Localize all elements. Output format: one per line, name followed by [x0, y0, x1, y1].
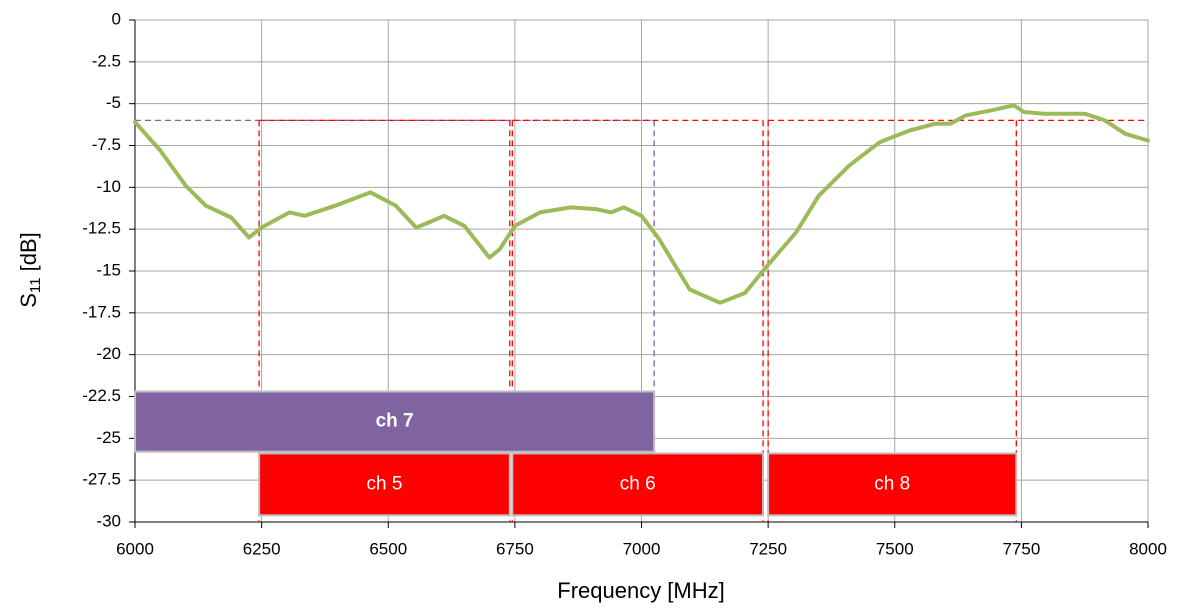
channel-band [511, 452, 765, 517]
y-tick-label: -2.5 [92, 51, 121, 70]
x-tick-label: 6750 [496, 539, 534, 558]
x-tick-label: 6000 [116, 539, 154, 558]
channel-label: ch 7 [376, 411, 414, 432]
x-tick-label: 8000 [1129, 539, 1167, 558]
y-tick-label: -5 [106, 93, 121, 112]
y-axis-title: S11 [dB] [16, 232, 44, 308]
y-tick-label: -30 [96, 511, 121, 530]
y-tick-label: -20 [96, 344, 121, 363]
channel-band [258, 452, 511, 517]
channel-label: ch 6 [620, 473, 656, 494]
y-tick-label: -22.5 [82, 386, 121, 405]
x-tick-label: 6500 [369, 539, 407, 558]
y-title-subscript: 11 [27, 277, 44, 293]
data-line [133, 103, 1150, 305]
y-tick-label: -10 [96, 177, 121, 196]
x-tick-label: 7750 [1002, 539, 1040, 558]
channel-band [134, 390, 656, 453]
y-tick-label: 0 [112, 9, 121, 28]
channel-label: ch 5 [366, 473, 402, 494]
y-tick-label: -25 [96, 428, 121, 447]
x-tick-label: 7000 [623, 539, 661, 558]
channel-label: ch 8 [874, 473, 910, 494]
x-tick-label: 7500 [876, 539, 914, 558]
y-title-base: S [16, 293, 41, 308]
y-tick-label: -12.5 [82, 219, 121, 238]
y-tick-label: -17.5 [82, 302, 121, 321]
y-tick-label: -7.5 [92, 135, 121, 154]
channel-band [767, 452, 1018, 517]
y-title-unit: [dB] [16, 232, 41, 277]
x-tick-label: 7250 [749, 539, 787, 558]
y-tick-label: -15 [96, 260, 121, 279]
y-tick-label: -27.5 [82, 470, 121, 489]
x-tick-label: 6250 [243, 539, 281, 558]
x-axis-title: Frequency [MHz] [557, 578, 725, 603]
